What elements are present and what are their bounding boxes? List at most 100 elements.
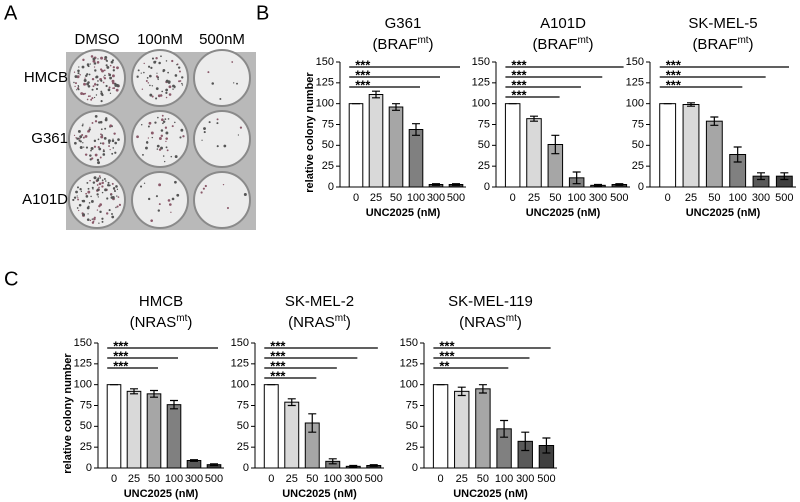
colony xyxy=(90,55,94,58)
colony xyxy=(174,74,178,77)
colony xyxy=(115,206,117,209)
colony xyxy=(84,77,86,79)
x-tick-label: 25 xyxy=(528,192,540,204)
colony xyxy=(162,122,164,125)
colony xyxy=(99,142,102,145)
colony xyxy=(149,84,151,87)
y-tick-label: 50 xyxy=(632,139,644,151)
colony xyxy=(147,137,150,139)
colony xyxy=(147,197,151,201)
x-tick-label: 50 xyxy=(306,473,318,485)
x-tick-label: 0 xyxy=(510,192,516,204)
colony xyxy=(165,131,169,135)
colony xyxy=(161,90,164,93)
colony xyxy=(100,133,102,136)
colony xyxy=(76,75,80,79)
x-tick-label: 0 xyxy=(111,473,117,485)
significance-label: *** xyxy=(666,67,682,82)
colony xyxy=(176,63,178,66)
colony xyxy=(98,147,102,151)
colony xyxy=(81,65,85,69)
y-tick-label: 25 xyxy=(632,160,644,172)
significance-label: *** xyxy=(270,338,286,353)
plate-row-label: A101D xyxy=(22,191,68,208)
y-tick-label: 100 xyxy=(231,379,249,391)
colony xyxy=(164,118,167,121)
colony xyxy=(179,136,182,139)
y-tick-label: 100 xyxy=(316,98,334,110)
colony xyxy=(167,71,169,74)
x-axis-label: UNC2025 (nM) xyxy=(282,488,357,500)
colony xyxy=(114,190,116,193)
significance-label: *** xyxy=(439,338,455,353)
colony xyxy=(103,136,107,140)
colony xyxy=(103,148,105,151)
bar xyxy=(432,384,449,469)
colony xyxy=(111,59,115,62)
bar xyxy=(368,94,384,188)
y-tick-label: 100 xyxy=(74,379,92,391)
y-tick-label: 50 xyxy=(406,420,418,432)
colony xyxy=(168,85,172,89)
colony xyxy=(149,93,153,97)
colony xyxy=(85,146,89,149)
colony xyxy=(80,190,83,192)
x-tick-label: 50 xyxy=(390,192,402,204)
colony xyxy=(92,57,96,61)
bar xyxy=(454,390,470,469)
colony xyxy=(207,71,210,74)
colony xyxy=(151,85,154,87)
colony xyxy=(147,82,150,84)
y-tick-label: 100 xyxy=(400,379,418,391)
error-bar xyxy=(130,388,138,395)
colony xyxy=(140,72,142,74)
x-tick-label: 25 xyxy=(370,192,382,204)
plate xyxy=(131,171,189,229)
colony xyxy=(109,149,111,151)
colony xyxy=(155,57,158,60)
x-tick-label: 25 xyxy=(286,473,298,485)
colony xyxy=(143,62,145,65)
colony xyxy=(100,79,103,82)
significance-label: *** xyxy=(113,338,129,353)
subtitle-part: (NRAS xyxy=(288,314,335,331)
colony xyxy=(75,137,77,139)
error-bar xyxy=(757,172,765,181)
colony xyxy=(211,82,214,85)
subtitle-part: mt xyxy=(737,35,748,46)
colony xyxy=(90,146,94,150)
significance-label: *** xyxy=(113,358,129,373)
colony xyxy=(201,139,203,141)
colony xyxy=(79,145,83,149)
colony xyxy=(182,135,185,138)
colony xyxy=(93,139,97,143)
colony xyxy=(91,97,94,100)
x-tick-label: 25 xyxy=(456,473,468,485)
colony xyxy=(97,196,100,198)
colony xyxy=(100,56,104,60)
colony xyxy=(91,122,94,124)
subtitle-part: (BRAF xyxy=(692,36,737,53)
colony xyxy=(137,69,140,72)
colony xyxy=(113,132,116,135)
subtitle-part: ) xyxy=(589,36,594,53)
colony xyxy=(87,213,89,215)
colony xyxy=(233,82,235,84)
colony xyxy=(73,196,77,199)
error-bar xyxy=(615,183,624,186)
colony xyxy=(118,203,122,207)
colony xyxy=(73,71,76,73)
significance-label: *** xyxy=(270,348,286,363)
colony xyxy=(86,73,89,76)
plate xyxy=(193,49,251,107)
colony xyxy=(104,188,108,192)
colony xyxy=(77,86,80,88)
colony xyxy=(103,58,106,61)
y-tick-label: 125 xyxy=(316,77,334,89)
significance-label: *** xyxy=(355,67,371,82)
colony xyxy=(172,88,174,90)
bar xyxy=(126,390,142,469)
colony xyxy=(109,76,113,80)
colony xyxy=(82,136,85,139)
colony xyxy=(150,131,154,135)
